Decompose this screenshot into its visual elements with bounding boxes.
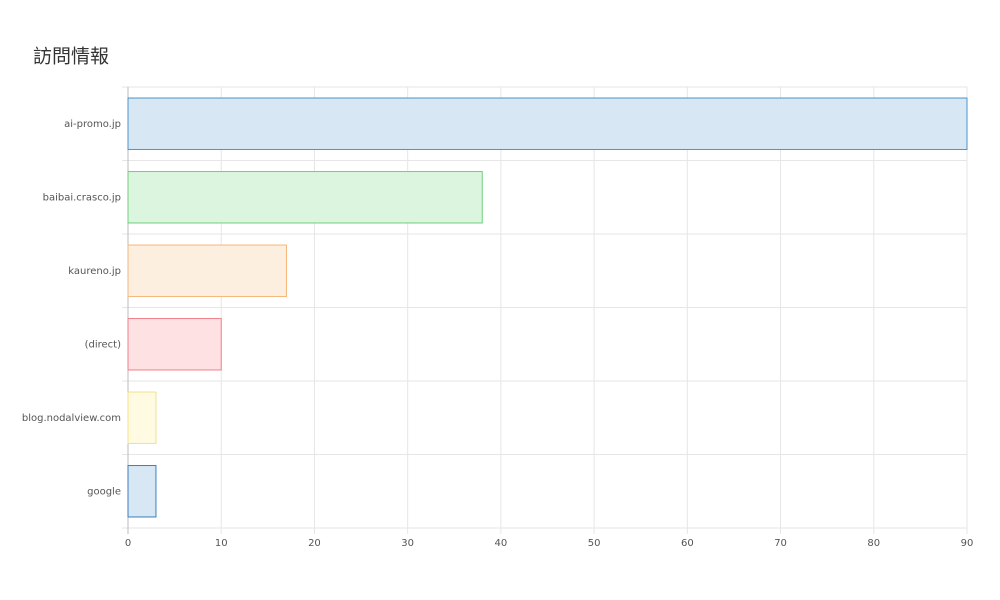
x-tick-label: 30	[401, 538, 414, 549]
x-tick-label: 50	[588, 538, 601, 549]
x-tick-label: 60	[681, 538, 694, 549]
bar	[127, 318, 222, 371]
x-tick-label: 90	[961, 538, 974, 549]
x-tick-label: 20	[308, 538, 321, 549]
y-tick-label: baibai.crasco.jp	[43, 192, 121, 203]
y-tick-label: ai-promo.jp	[64, 119, 121, 130]
x-tick-label: 80	[867, 538, 880, 549]
x-tick-label: 0	[125, 538, 131, 549]
y-tick-label: blog.nodalview.com	[22, 413, 121, 424]
bar	[127, 391, 157, 444]
bar	[127, 465, 157, 518]
y-tick-label: (direct)	[85, 339, 121, 350]
x-tick-label: 10	[215, 538, 228, 549]
bar	[127, 244, 287, 297]
chart-title: 訪問情報	[33, 46, 109, 68]
x-tick-label: 40	[495, 538, 508, 549]
y-tick-label: kaureno.jp	[68, 266, 121, 277]
x-tick-label: 70	[774, 538, 787, 549]
bar	[127, 171, 483, 224]
bar	[127, 97, 968, 150]
y-tick-label: google	[87, 486, 121, 497]
